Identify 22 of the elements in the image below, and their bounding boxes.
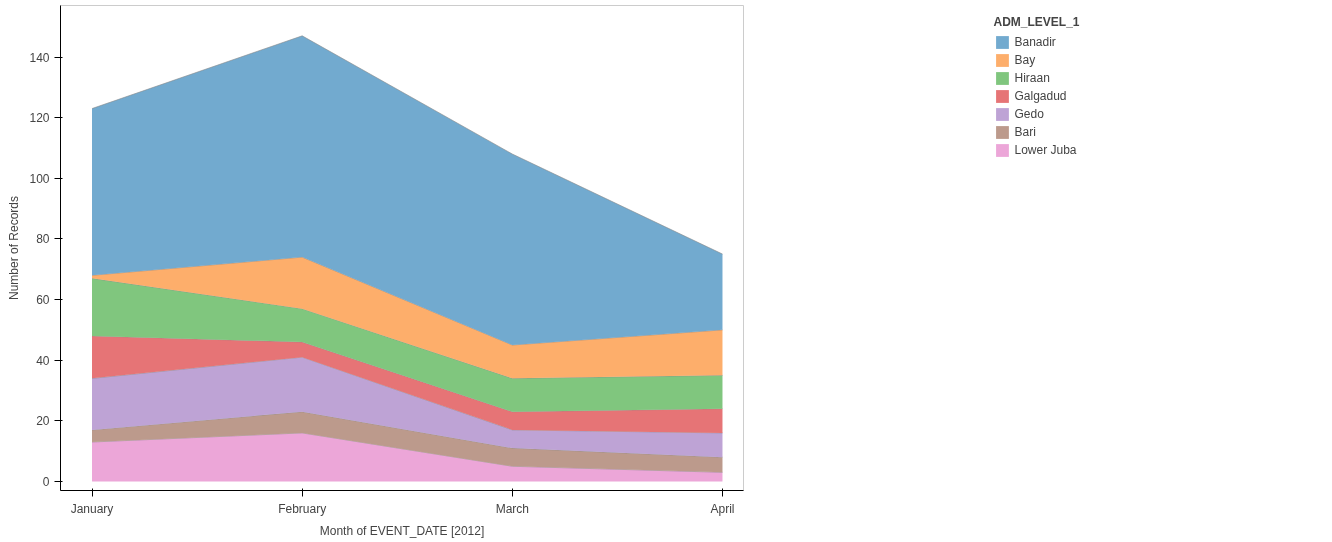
y-tick-label: 0 [42,474,50,489]
y-tick-label: 120 [29,111,50,126]
legend-label: Galgadud [1014,88,1067,104]
y-tick-label: 20 [36,414,50,429]
x-tick-label: February [278,501,327,516]
legend-label: Bari [1014,124,1036,140]
x-tick-label: March [495,501,529,516]
y-tick-label: 140 [29,50,50,65]
x-tick-label: January [70,501,114,516]
legend-label: Banadir [1014,34,1056,50]
legend-title: ADM_LEVEL_1 [993,15,1080,29]
y-tick-label: 80 [36,232,50,247]
x-tick-label: April [710,501,735,516]
x-axis-title: Month of EVENT_DATE [2012] [319,523,485,538]
legend-label: Lower Juba [1014,142,1077,158]
y-tick-label: 100 [29,171,50,186]
legend-label: Bay [1014,52,1036,68]
y-tick-label: 60 [36,293,50,308]
y-tick-label: 40 [36,353,50,368]
legend-label: Hiraan [1014,70,1050,86]
y-axis-title: Number of Records [7,195,22,301]
legend-label: Gedo [1014,106,1044,122]
